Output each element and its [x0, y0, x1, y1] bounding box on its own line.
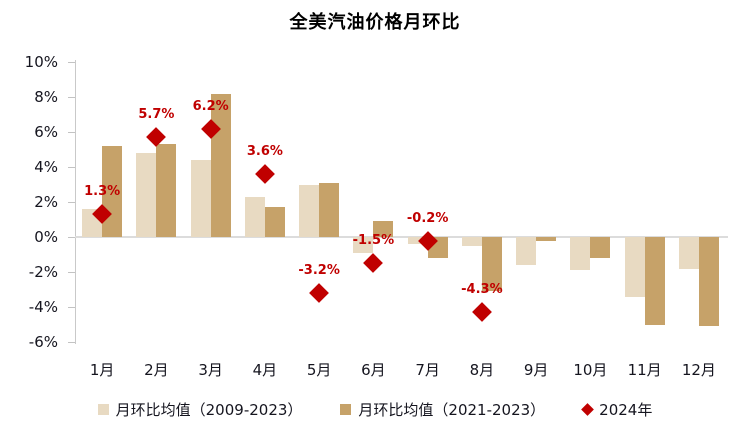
bar-avg0923-2月 [136, 153, 157, 237]
legend-swatch-dark-bar [340, 404, 352, 415]
y-axis-tick [68, 167, 75, 168]
y-axis-label: 0% [34, 228, 58, 246]
zero-gridline [75, 236, 728, 238]
bar-avg0923-6月 [353, 237, 374, 253]
y-axis-label: -2% [28, 263, 58, 281]
bar-avg2123-9月 [536, 237, 557, 241]
diamond-value-label-6月: -1.5% [352, 233, 395, 249]
bar-avg2123-11月 [644, 237, 665, 325]
bar-avg0923-7月 [407, 237, 428, 244]
x-axis-label-6月: 6月 [361, 361, 386, 379]
bar-avg2123-3月 [210, 93, 231, 237]
legend-label-2024: 2024年 [599, 401, 653, 419]
x-axis-label-4月: 4月 [252, 361, 278, 379]
bar-avg0923-3月 [190, 160, 211, 237]
legend: 月环比均值（2009-2023） 月环比均值（2021-2023） 2024年 [0, 399, 750, 420]
bar-avg0923-5月 [299, 184, 320, 237]
y-axis-tick [68, 202, 75, 203]
y-axis-label: 4% [34, 158, 58, 176]
chart-title: 全美汽油价格月环比 [289, 12, 461, 33]
diamond-value-label-4月: 3.6% [246, 144, 283, 159]
y-axis-label: 10% [24, 53, 58, 71]
bar-avg2123-5月 [319, 182, 340, 237]
bar-avg2123-8月 [481, 237, 502, 292]
bar-avg0923-4月 [244, 196, 265, 237]
x-axis-label-12月: 12月 [681, 361, 716, 379]
x-axis-label-11月: 11月 [627, 361, 662, 379]
bar-avg0923-11月 [624, 237, 645, 297]
x-axis-label-7月: 7月 [415, 361, 440, 379]
bar-avg2123-4月 [264, 207, 285, 237]
bar-avg2123-12月 [698, 237, 719, 327]
bar-avg0923-8月 [461, 237, 482, 246]
x-axis-label-2月: 2月 [144, 361, 169, 379]
legend-swatch-2024-diamond [581, 403, 595, 416]
legend-item-avg-2021-2023: 月环比均值（2021-2023） [340, 399, 545, 420]
bar-avg0923-9月 [516, 237, 537, 265]
y-axis-label: 2% [34, 193, 58, 211]
y-axis-tick [68, 272, 75, 273]
legend-label-avg-2021-2023: 月环比均值（2021-2023） [358, 401, 546, 419]
diamond-value-label-1月: 1.3% [84, 184, 121, 200]
diamond-2024-4月 [254, 164, 275, 184]
diamond-value-label-2月: 5.7% [138, 107, 175, 123]
y-axis-label: 6% [34, 123, 58, 141]
y-axis-tick [68, 342, 75, 343]
x-axis-label-10月: 10月 [573, 361, 608, 379]
x-axis-label-9月: 9月 [523, 361, 549, 379]
bar-avg2123-2月 [156, 144, 177, 237]
diamond-2024-6月 [363, 253, 384, 274]
bar-avg2123-10月 [590, 237, 611, 258]
y-axis-tick [68, 62, 75, 63]
diamond-2024-8月 [471, 302, 492, 323]
bar-avg2123-6月 [373, 221, 394, 237]
legend-swatch-light-bar [97, 404, 109, 415]
y-axis-label: 8% [34, 88, 58, 106]
y-axis-tick [68, 237, 75, 238]
legend-item-avg-2009-2023: 月环比均值（2009-2023） [97, 399, 303, 420]
diamond-2024-5月 [309, 283, 330, 303]
y-axis-label: -4% [28, 298, 58, 316]
diamond-value-label-3月: 6.2% [192, 98, 229, 114]
x-axis-label-3月: 3月 [198, 361, 223, 379]
y-axis-tick [68, 307, 75, 308]
diamond-value-label-5月: -3.2% [298, 263, 340, 278]
diamond-value-label-8月: -4.3% [461, 282, 503, 298]
bar-avg0923-12月 [678, 237, 699, 269]
diamond-value-label-7月: -0.2% [406, 210, 449, 226]
y-axis-tick [68, 132, 75, 133]
y-axis-label: -6% [28, 333, 58, 351]
legend-label-avg-2009-2023: 月环比均值（2009-2023） [115, 401, 303, 419]
legend-item-2024: 2024年 [581, 399, 653, 420]
x-axis-label-5月: 5月 [306, 361, 332, 379]
y-axis-tick [68, 97, 75, 98]
bar-avg0923-10月 [570, 237, 591, 271]
x-axis-label-8月: 8月 [469, 361, 495, 379]
y-axis-line [75, 60, 76, 344]
x-axis-label-1月: 1月 [89, 361, 115, 379]
